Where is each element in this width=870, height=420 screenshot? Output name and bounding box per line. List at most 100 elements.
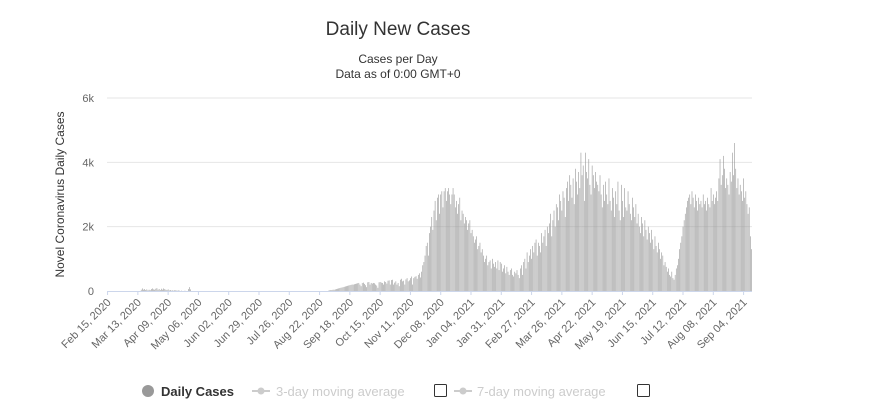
bar-daily-cases[interactable] (574, 204, 575, 291)
bar-daily-cases[interactable] (519, 278, 520, 291)
bar-daily-cases[interactable] (442, 191, 443, 291)
bar-daily-cases[interactable] (575, 169, 576, 291)
bar-daily-cases[interactable] (744, 198, 745, 291)
bar-daily-cases[interactable] (484, 262, 485, 291)
bar-daily-cases[interactable] (371, 283, 372, 291)
bar-daily-cases[interactable] (361, 286, 362, 291)
bar-daily-cases[interactable] (696, 201, 697, 291)
bar-daily-cases[interactable] (746, 191, 747, 291)
bar-daily-cases[interactable] (631, 220, 632, 291)
bar-daily-cases[interactable] (355, 284, 356, 291)
bar-daily-cases[interactable] (652, 240, 653, 291)
bar-daily-cases[interactable] (476, 236, 477, 291)
bar-daily-cases[interactable] (390, 285, 391, 291)
bar-daily-cases[interactable] (617, 204, 618, 291)
bar-daily-cases[interactable] (553, 220, 554, 291)
bar-daily-cases[interactable] (425, 256, 426, 291)
legend-marker-daily-cases[interactable] (142, 385, 154, 397)
bar-daily-cases[interactable] (728, 185, 729, 291)
bar-daily-cases[interactable] (435, 201, 436, 291)
bar-daily-cases[interactable] (567, 182, 568, 291)
bar-daily-cases[interactable] (494, 267, 495, 291)
bar-daily-cases[interactable] (189, 287, 190, 291)
bar-daily-cases[interactable] (537, 256, 538, 291)
bar-daily-cases[interactable] (686, 207, 687, 291)
bar-daily-cases[interactable] (719, 178, 720, 291)
bar-daily-cases[interactable] (164, 289, 165, 291)
bar-daily-cases[interactable] (466, 220, 467, 291)
bar-daily-cases[interactable] (489, 262, 490, 291)
bar-daily-cases[interactable] (370, 285, 371, 291)
bar-daily-cases[interactable] (621, 185, 622, 291)
bar-daily-cases[interactable] (649, 233, 650, 291)
bar-daily-cases[interactable] (529, 256, 530, 291)
bar-daily-cases[interactable] (451, 204, 452, 291)
bar-daily-cases[interactable] (176, 290, 177, 291)
bar-daily-cases[interactable] (502, 272, 503, 291)
bar-daily-cases[interactable] (683, 227, 684, 291)
bar-daily-cases[interactable] (743, 178, 744, 291)
bar-daily-cases[interactable] (493, 264, 494, 291)
bar-daily-cases[interactable] (520, 268, 521, 291)
bar-daily-cases[interactable] (482, 249, 483, 291)
bar-daily-cases[interactable] (383, 285, 384, 291)
bar-daily-cases[interactable] (724, 169, 725, 291)
bar-daily-cases[interactable] (731, 182, 732, 291)
bar-daily-cases[interactable] (353, 285, 354, 291)
bar-daily-cases[interactable] (636, 204, 637, 291)
bar-daily-cases[interactable] (618, 182, 619, 291)
bar-daily-cases[interactable] (640, 233, 641, 291)
bar-daily-cases[interactable] (584, 201, 585, 291)
bar-daily-cases[interactable] (569, 175, 570, 291)
bar-daily-cases[interactable] (513, 277, 514, 291)
bar-daily-cases[interactable] (437, 198, 438, 291)
bar-daily-cases[interactable] (418, 275, 419, 291)
bar-daily-cases[interactable] (350, 285, 351, 291)
bar-daily-cases[interactable] (147, 289, 148, 291)
bar-daily-cases[interactable] (407, 278, 408, 291)
bar-daily-cases[interactable] (166, 290, 167, 291)
bar-daily-cases[interactable] (605, 182, 606, 291)
bar-daily-cases[interactable] (373, 283, 374, 291)
bar-daily-cases[interactable] (364, 284, 365, 291)
bar-daily-cases[interactable] (372, 284, 373, 291)
bar-daily-cases[interactable] (449, 195, 450, 292)
bar-daily-cases[interactable] (464, 223, 465, 291)
bar-daily-cases[interactable] (700, 204, 701, 291)
bar-daily-cases[interactable] (568, 201, 569, 291)
bar-daily-cases[interactable] (498, 260, 499, 291)
bar-daily-cases[interactable] (601, 195, 602, 292)
bar-daily-cases[interactable] (629, 204, 630, 291)
bar-daily-cases[interactable] (334, 290, 335, 291)
bar-daily-cases[interactable] (511, 268, 512, 291)
bar-daily-cases[interactable] (375, 285, 376, 291)
bar-daily-cases[interactable] (159, 289, 160, 291)
bar-daily-cases[interactable] (665, 262, 666, 291)
bar-daily-cases[interactable] (541, 233, 542, 291)
bar-daily-cases[interactable] (169, 290, 170, 291)
bar-daily-cases[interactable] (747, 204, 748, 291)
bar-daily-cases[interactable] (420, 277, 421, 291)
bar-daily-cases[interactable] (674, 280, 675, 291)
bar-daily-cases[interactable] (581, 153, 582, 291)
bar-daily-cases[interactable] (614, 217, 615, 291)
bar-daily-cases[interactable] (685, 214, 686, 291)
bar-daily-cases[interactable] (608, 204, 609, 291)
bar-daily-cases[interactable] (733, 175, 734, 291)
bar-daily-cases[interactable] (417, 279, 418, 291)
bar-daily-cases[interactable] (532, 246, 533, 291)
bar-daily-cases[interactable] (720, 159, 721, 291)
bar-daily-cases[interactable] (436, 220, 437, 291)
bar-daily-cases[interactable] (497, 268, 498, 291)
bar-daily-cases[interactable] (676, 268, 677, 291)
bar-daily-cases[interactable] (639, 227, 640, 291)
bar-daily-cases[interactable] (560, 201, 561, 291)
bar-daily-cases[interactable] (522, 275, 523, 291)
bar-daily-cases[interactable] (154, 290, 155, 291)
bar-daily-cases[interactable] (481, 252, 482, 291)
bar-daily-cases[interactable] (336, 289, 337, 291)
bar-daily-cases[interactable] (715, 198, 716, 291)
bar-daily-cases[interactable] (590, 185, 591, 291)
bar-daily-cases[interactable] (597, 185, 598, 291)
bar-daily-cases[interactable] (563, 191, 564, 291)
